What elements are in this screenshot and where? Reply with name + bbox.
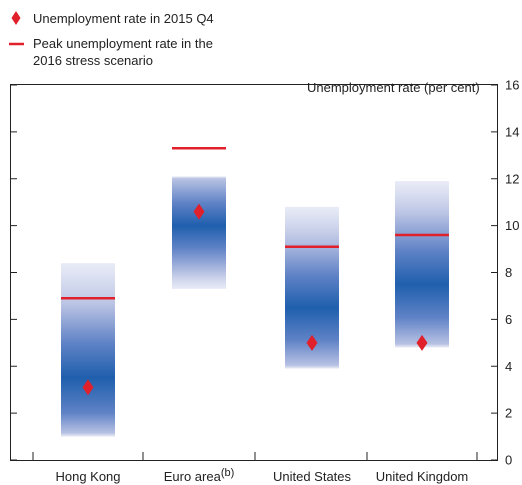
- current-rate-diamond: [193, 203, 205, 220]
- y-tick-label: 0: [505, 453, 512, 468]
- legend-item-peak-line1: Peak unemployment rate in the: [33, 36, 213, 51]
- x-tick-label: United Kingdom: [376, 469, 469, 484]
- range-bands: [61, 176, 449, 437]
- peak-markers: [61, 147, 449, 300]
- y-axis: 0 2 4 6 8 10 12 14 16: [11, 78, 519, 468]
- legend-diamond-marker: [11, 11, 21, 25]
- x-tick-label: Hong Kong: [55, 469, 120, 484]
- x-axis: Hong Kong Euro area(b) United States United…: [32, 452, 478, 484]
- current-rate-diamond: [416, 334, 428, 351]
- x-tick-label: Euro area(b): [164, 467, 235, 484]
- y-tick-label: 12: [505, 171, 519, 186]
- legend-item-peak: Peak unemployment rate in the 2016 stres…: [33, 36, 217, 68]
- current-rate-diamond: [82, 379, 94, 396]
- plot-frame: [10, 84, 498, 461]
- range-band: [395, 181, 449, 348]
- legend: Unemployment rate in 2015 Q4 Peak unempl…: [9, 11, 217, 68]
- y-tick-label: 6: [505, 312, 512, 327]
- y-axis-title: Unemployment rate (per cent): [307, 80, 480, 95]
- current-markers: [82, 203, 428, 396]
- y-tick-label: 4: [505, 359, 512, 374]
- y-tick-label: 10: [505, 218, 519, 233]
- range-band: [61, 263, 115, 437]
- x-tick-label-note: (b): [221, 467, 234, 479]
- y-tick-label: 14: [505, 124, 519, 139]
- y-tick-label: 2: [505, 406, 512, 421]
- legend-item-current: Unemployment rate in 2015 Q4: [33, 11, 214, 26]
- x-tick-label: United States: [273, 469, 352, 484]
- y-tick-label: 16: [505, 78, 519, 93]
- current-rate-diamond: [306, 334, 318, 351]
- range-band: [172, 176, 226, 289]
- legend-item-peak-line2: 2016 stress scenario: [33, 53, 153, 68]
- y-tick-label: 8: [505, 265, 512, 280]
